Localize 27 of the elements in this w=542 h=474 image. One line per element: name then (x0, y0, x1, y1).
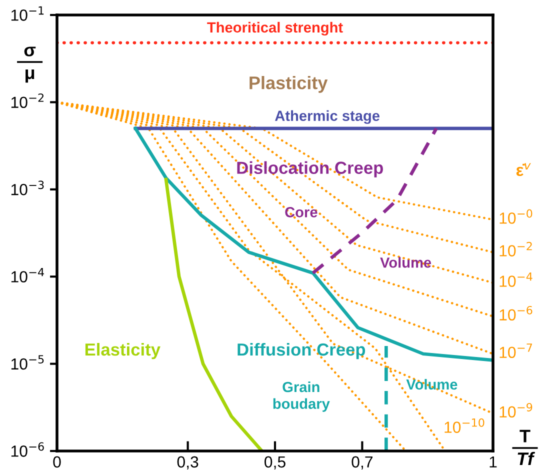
series-label: 10$^{−2}$ (500, 242, 532, 256)
series-label: 10$^{−9}$ (500, 402, 532, 418)
x-tick-label: 0 (53, 456, 61, 468)
series-label: 10$^{−10}$ (444, 418, 484, 433)
annotation: Plasticity (250, 76, 328, 93)
y-tick-label: 10$^{−3}$ (11, 180, 44, 196)
y-tick-label: 10$^{−2}$ (11, 93, 44, 108)
x-tick-label: 0,7 (352, 456, 372, 470)
annotation: Core (285, 207, 318, 218)
annotation: Elasticity (85, 342, 160, 360)
y-tick-label: 10$^{−1}$ (11, 6, 44, 21)
x-tick-label: 1 (490, 456, 497, 468)
x-tick-label: 0,5 (264, 456, 286, 470)
series-label: 10$^{−6}$ (500, 306, 532, 321)
series-label: 10$^{−4}$ (500, 272, 532, 287)
text: ε̇$^{v}$ (516, 163, 531, 176)
annotation: Grain boudary (273, 381, 330, 412)
y-tick-label: 10$^{−5}$ (11, 355, 44, 370)
x-axis-title: T Tf (518, 430, 536, 465)
x-tick-label: 0,3 (177, 456, 198, 470)
y-tick-label: 10$^{−4}$ (11, 268, 44, 282)
y-axis-title: σ μ (24, 46, 36, 83)
ref-line-label: Theoritical strenght (207, 22, 343, 36)
series-label: Athermic stage (275, 110, 380, 124)
series-label: 10$^{−7}$ (500, 344, 532, 358)
series-label: 10$^{−0}$ (500, 209, 532, 224)
y-tick-label: 10$^{−6}$ (11, 442, 44, 457)
